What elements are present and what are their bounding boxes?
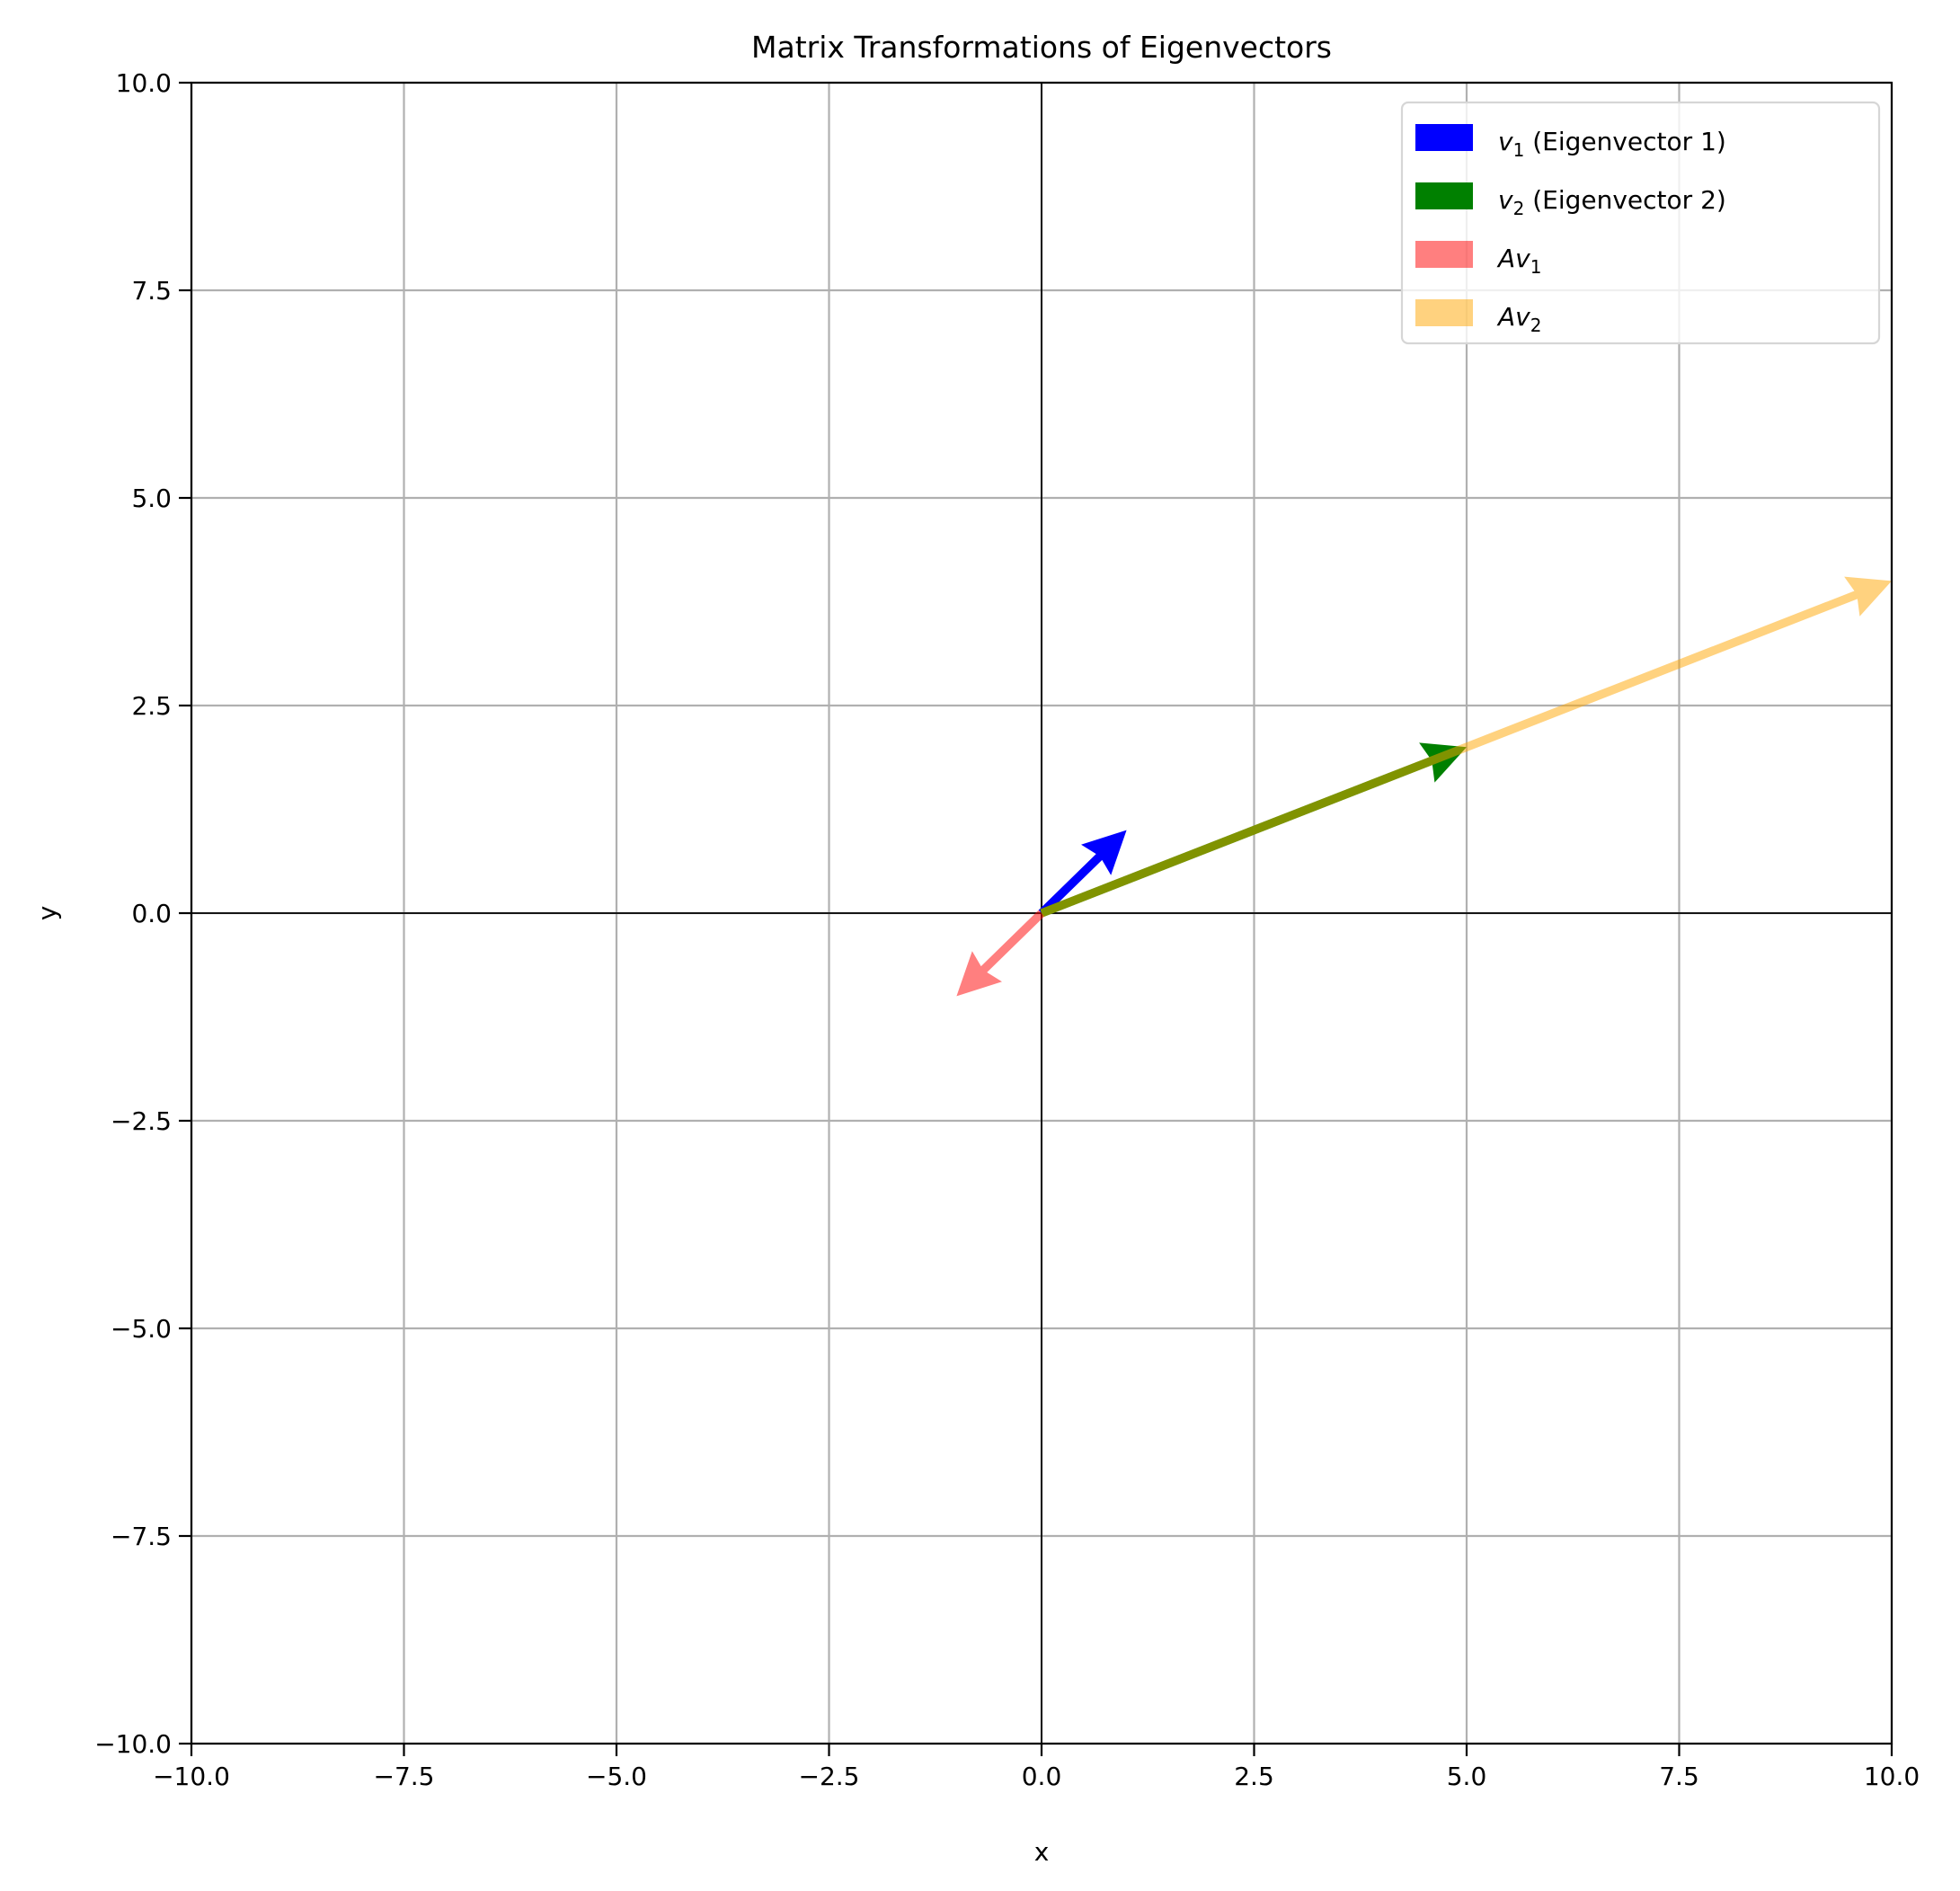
y-tick-label: −5.0 [111, 1314, 172, 1344]
x-tick-label: 5.0 [1447, 1762, 1487, 1791]
chart-title: Matrix Transformations of Eigenvectors [751, 30, 1332, 65]
vector-arrow-4 [1040, 576, 1892, 918]
y-tick-label: 2.5 [131, 691, 172, 721]
x-tick-label: 2.5 [1234, 1762, 1274, 1791]
legend-swatch [1415, 124, 1473, 151]
x-tick-label: 10.0 [1864, 1762, 1920, 1791]
y-tick-label: −10.0 [94, 1729, 172, 1759]
x-tick-label: −7.5 [374, 1762, 435, 1791]
legend-box [1400, 101, 1881, 345]
legend-label: Av2 [1496, 302, 1541, 336]
vectors [956, 576, 1892, 997]
y-tick-label: 0.0 [131, 899, 172, 928]
y-tick-label: −2.5 [111, 1106, 172, 1136]
ticks: −10.0 −7.5 −5.0 −2.5 0.0 2.5 5.0 7.5 10.0 −10.0 −7… [94, 68, 1920, 1791]
y-tick-label: −7.5 [111, 1522, 172, 1551]
y-tick-label: 5.0 [131, 484, 172, 513]
x-tick-label: −2.5 [799, 1762, 860, 1791]
legend-swatch [1415, 299, 1473, 326]
y-tick-label: 10.0 [116, 68, 172, 98]
y-tick-label: 7.5 [131, 276, 172, 306]
x-tick-label: −10.0 [153, 1762, 230, 1791]
legend-label: Av1 [1496, 244, 1541, 278]
vector-arrow-3 [956, 910, 1045, 997]
x-axis-label: x [1034, 1837, 1050, 1867]
legend-swatch [1415, 241, 1473, 268]
vector-arrow-1 [1038, 830, 1127, 917]
legend: v1 (Eigenvector 1) v2 (Eigenvector 2) Av1 A… [1400, 101, 1881, 345]
y-axis-label: y [32, 906, 62, 921]
legend-swatch [1415, 182, 1473, 209]
x-tick-label: 7.5 [1659, 1762, 1699, 1791]
legend-label: v1 (Eigenvector 1) [1498, 127, 1726, 161]
x-tick-label: 0.0 [1022, 1762, 1062, 1791]
x-tick-label: −5.0 [586, 1762, 647, 1791]
legend-label: v2 (Eigenvector 2) [1498, 185, 1726, 219]
